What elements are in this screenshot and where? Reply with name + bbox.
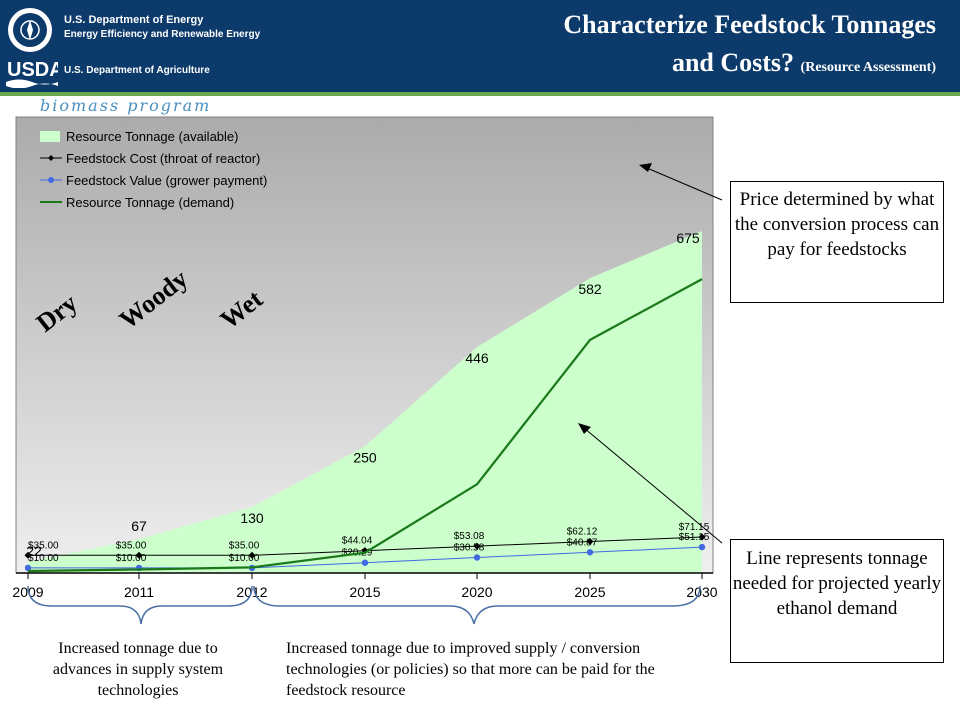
chart-legend: Resource Tonnage (available) Feedstock C…	[40, 129, 267, 210]
series-2-data-label: $51.15	[679, 532, 710, 543]
series-0-data-label: 130	[240, 510, 264, 526]
header-stripe	[0, 92, 960, 96]
slide-title-line2: and Costs? (Resource Assessment)	[672, 48, 936, 78]
usda-name: U.S. Department of Agriculture	[64, 65, 210, 76]
series-2-data-label: $30.58	[454, 543, 485, 554]
series-1-data-label: $35.00	[28, 540, 59, 551]
series-1-marker	[24, 551, 32, 559]
doe-subtitle: Energy Efficiency and Renewable Energy	[64, 29, 261, 40]
doe-seal-logo	[8, 8, 52, 52]
series-1-data-label: $35.00	[116, 540, 147, 551]
series-0-area	[28, 231, 702, 573]
callout-arrow-price	[639, 163, 723, 201]
series-0-data-label: 446	[465, 350, 489, 366]
series-1-data-label: $71.15	[679, 522, 710, 533]
series-2-data-label: $40.87	[567, 537, 598, 548]
tick-layer: 2009 2011 2012 2015 2020 2025 2030	[12, 573, 718, 600]
x-tick-label: 2011	[124, 584, 154, 600]
legend-label-available: Resource Tonnage (available)	[66, 129, 238, 144]
usda-logo: USDA	[6, 59, 58, 88]
series-1-marker	[698, 533, 706, 541]
series-2-marker	[361, 559, 369, 566]
callout-demand: Line represents tonnage needed for proje…	[730, 539, 944, 663]
bracket-left	[27, 585, 253, 625]
series-0-data-label: 67	[131, 518, 147, 534]
series-1-marker	[586, 538, 594, 546]
x-tick-label: 2025	[574, 584, 605, 600]
callout-arrow-demand	[578, 423, 723, 544]
bracket-right	[253, 585, 701, 625]
series-0-data-label: 22	[26, 543, 42, 559]
callout-price: Price determined by what the conversion …	[730, 181, 944, 303]
x-tick-label: 2015	[349, 584, 380, 600]
series-1-marker	[473, 542, 481, 550]
series-2-marker	[24, 564, 32, 572]
slide-title-main: and Costs?	[671, 48, 795, 77]
series-1-marker	[135, 551, 143, 559]
slide-title-subtitle: (Resource Assessment)	[800, 60, 936, 75]
series-1-marker	[248, 551, 256, 559]
program-logo-text: biomass program	[40, 96, 212, 115]
svg-text:USDA: USDA	[7, 59, 58, 81]
legend-swatch-available	[40, 131, 60, 142]
series-2-data-label: $10.00	[28, 553, 59, 564]
legend-marker-value	[48, 177, 54, 183]
series-0-data-label: 582	[578, 281, 602, 297]
series-0-data-label: 250	[353, 449, 377, 465]
series-1-data-label: $44.04	[342, 536, 373, 547]
series-2-data-label: $10.00	[116, 553, 147, 564]
series-3-line	[27, 278, 703, 573]
doe-name: U.S. Department of Energy	[64, 14, 204, 26]
x-tick-label: 2030	[686, 584, 717, 600]
series-0-data-label: 675	[676, 230, 700, 246]
series-layer: $35.00 $35.00 $35.00 $44.04 $53.08 $62.12 $71.…	[24, 230, 710, 573]
legend-label-value: Feedstock Value (grower payment)	[66, 173, 267, 188]
slide-title-line1: Characterize Feedstock Tonnages	[563, 10, 936, 39]
note-supply-system: Increased tonnage due to advances in sup…	[52, 640, 224, 699]
series-2-marker	[473, 554, 481, 561]
legend-label-cost: Feedstock Cost (throat of reactor)	[66, 151, 260, 166]
note-conversion-tech: Increased tonnage due to improved supply…	[286, 640, 655, 699]
series-1-data-label: $53.08	[454, 531, 485, 542]
legend-label-demand: Resource Tonnage (demand)	[66, 195, 234, 210]
series-2-marker	[586, 549, 594, 556]
series-1-data-label: $62.12	[567, 527, 598, 538]
header-banner: U.S. Department of Energy Energy Efficie…	[0, 0, 960, 92]
series-2-marker	[698, 543, 706, 551]
legend-marker-cost	[48, 155, 54, 161]
series-1-data-label: $35.00	[229, 540, 260, 551]
series-2-data-label: $10.00	[229, 553, 260, 564]
x-tick-label: 2020	[461, 584, 492, 600]
